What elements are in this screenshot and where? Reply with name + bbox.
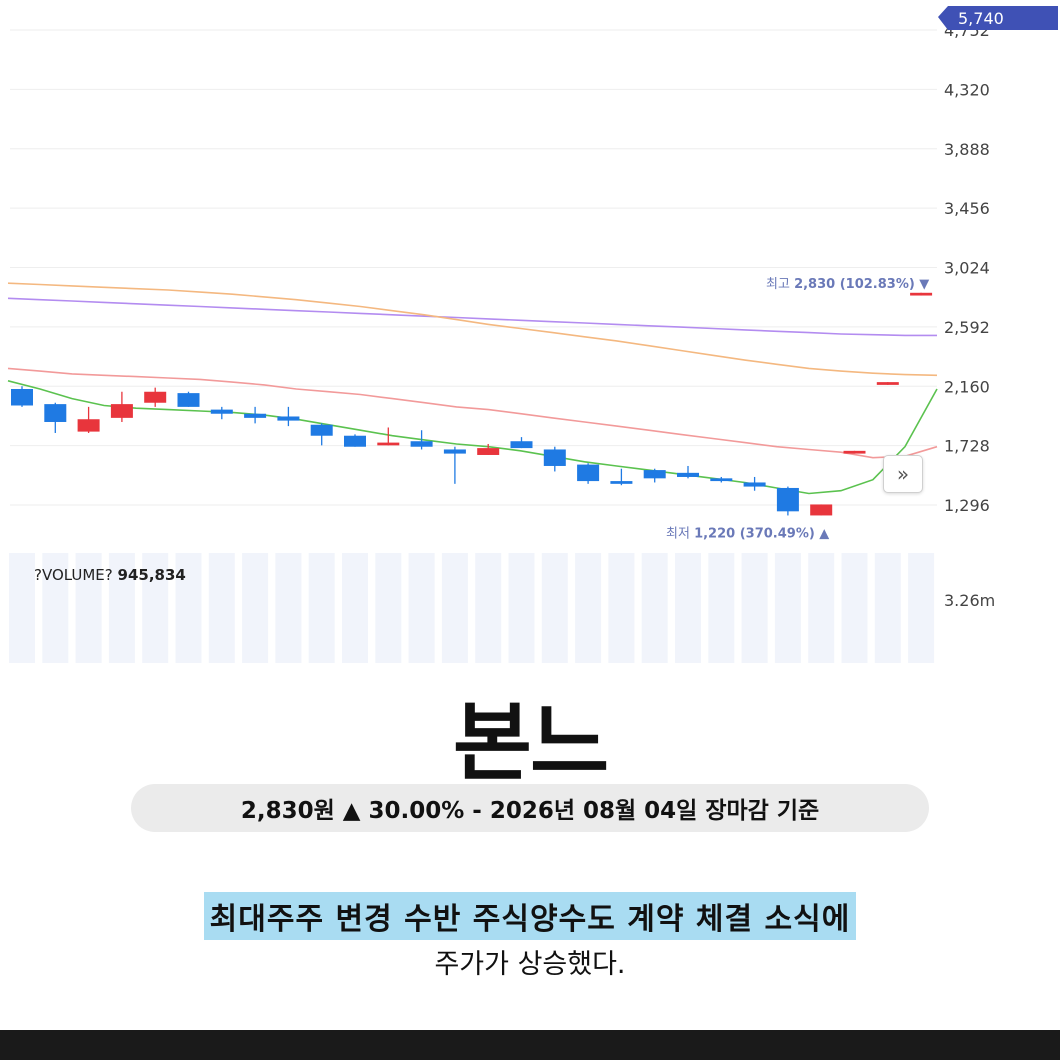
candle-body <box>710 478 733 482</box>
volume-bar <box>375 553 402 663</box>
candle-body <box>677 472 699 477</box>
volume-axis-label: 3.26m <box>944 591 995 610</box>
volume-bar <box>708 553 735 663</box>
y-tick-label: 1,728 <box>944 437 990 456</box>
volume-bar <box>242 553 269 663</box>
volume-bar <box>275 553 302 663</box>
y-tick-label: 3,024 <box>944 259 990 278</box>
candle-body <box>210 409 233 414</box>
candle-body <box>843 450 866 454</box>
y-tick-label: 3,888 <box>944 140 990 159</box>
headline: 최대주주 변경 수반 주식양수도 계약 체결 소식에 주가가 상승했다. <box>0 892 1060 981</box>
volume-bar <box>308 553 335 663</box>
candle-body <box>277 416 300 421</box>
volume-bar <box>675 553 701 663</box>
price-summary-pill: 2,830원 ▲ 30.00% - 2026년 08월 04일 장마감 기준 <box>131 784 929 832</box>
candle-body <box>144 391 167 403</box>
volume-bar <box>874 553 901 663</box>
current-price-value: 5,740 <box>958 9 1004 28</box>
volume-bar <box>75 553 102 663</box>
volume-bar <box>808 553 835 663</box>
next-chevron-button[interactable]: » <box>883 455 923 493</box>
low-label: 최저 1,220 (370.49%) ▲ <box>666 526 829 541</box>
candle-body <box>577 464 600 482</box>
y-tick-label: 2,160 <box>944 377 990 396</box>
y-tick-label: 3,456 <box>944 199 990 218</box>
footer-bar <box>0 1030 1060 1060</box>
candle-body <box>510 441 533 449</box>
candle-body <box>77 419 100 432</box>
volume-bar <box>475 553 502 663</box>
ma-line-red <box>7 367 938 459</box>
headline-line2: 주가가 상승했다. <box>434 949 626 980</box>
candle-body <box>910 292 933 296</box>
volume-bar <box>342 553 368 663</box>
volume-bar <box>441 553 468 663</box>
candle-body <box>810 504 833 516</box>
candle-body <box>776 487 799 512</box>
price-summary-text: 2,830원 ▲ 30.00% - 2026년 08월 04일 장마감 기준 <box>240 798 820 824</box>
candle-body <box>477 448 500 455</box>
candle-body <box>177 393 200 407</box>
high-label: 최고 2,830 (102.83%) ▼ <box>766 277 929 292</box>
double-chevron-right-icon: » <box>896 462 910 486</box>
candle-body <box>377 442 400 446</box>
volume-label: ?VOLUME? 945,834 <box>34 566 186 584</box>
volume-bar <box>108 553 135 663</box>
stock-title: 본느 <box>452 693 609 793</box>
candle-body <box>876 382 899 385</box>
candle-body <box>443 449 466 454</box>
volume-bar <box>508 553 535 663</box>
volume-value: 945,834 <box>117 566 186 584</box>
volume-bar <box>741 553 768 663</box>
candle-body <box>110 404 133 418</box>
volume-bar <box>408 553 435 663</box>
y-tick-label: 2,592 <box>944 318 990 337</box>
volume-bar <box>208 553 235 663</box>
volume-bar <box>42 553 69 663</box>
ma-line-orange <box>7 282 938 377</box>
volume-label-text: ?VOLUME? <box>34 566 113 584</box>
volume-bar <box>9 553 35 663</box>
volume-bar <box>774 553 801 663</box>
ma-line-purple <box>7 297 937 337</box>
headline-line1: 최대주주 변경 수반 주식양수도 계약 체결 소식에 <box>203 892 857 940</box>
price-chart-svg: 4,7524,3203,8883,4563,0242,5922,1601,728… <box>7 6 1058 663</box>
volume-bar <box>908 553 935 663</box>
candle-body <box>410 441 433 447</box>
y-tick-label: 4,320 <box>944 80 990 99</box>
stock-chart: 4,752 4,320 3,888 3,456 3,024 2,592 2,160 1,728… <box>7 6 1058 663</box>
candle-body <box>11 388 33 406</box>
volume-bar <box>175 553 202 663</box>
y-tick-label: 1,296 <box>944 496 990 515</box>
candle-body <box>643 470 666 479</box>
candle-body <box>310 424 333 436</box>
current-price-marker <box>938 6 1058 30</box>
candle-body <box>610 481 633 484</box>
volume-bar <box>575 553 602 663</box>
volume-bar <box>641 553 668 663</box>
volume-bar <box>541 553 568 663</box>
candle-body <box>743 482 766 487</box>
candle-body <box>344 435 366 447</box>
volume-bar <box>841 553 868 663</box>
candle-body <box>44 404 67 422</box>
volume-bar <box>608 553 635 663</box>
candle-body <box>244 413 267 418</box>
candle-body <box>543 449 566 466</box>
volume-bar <box>142 553 169 663</box>
